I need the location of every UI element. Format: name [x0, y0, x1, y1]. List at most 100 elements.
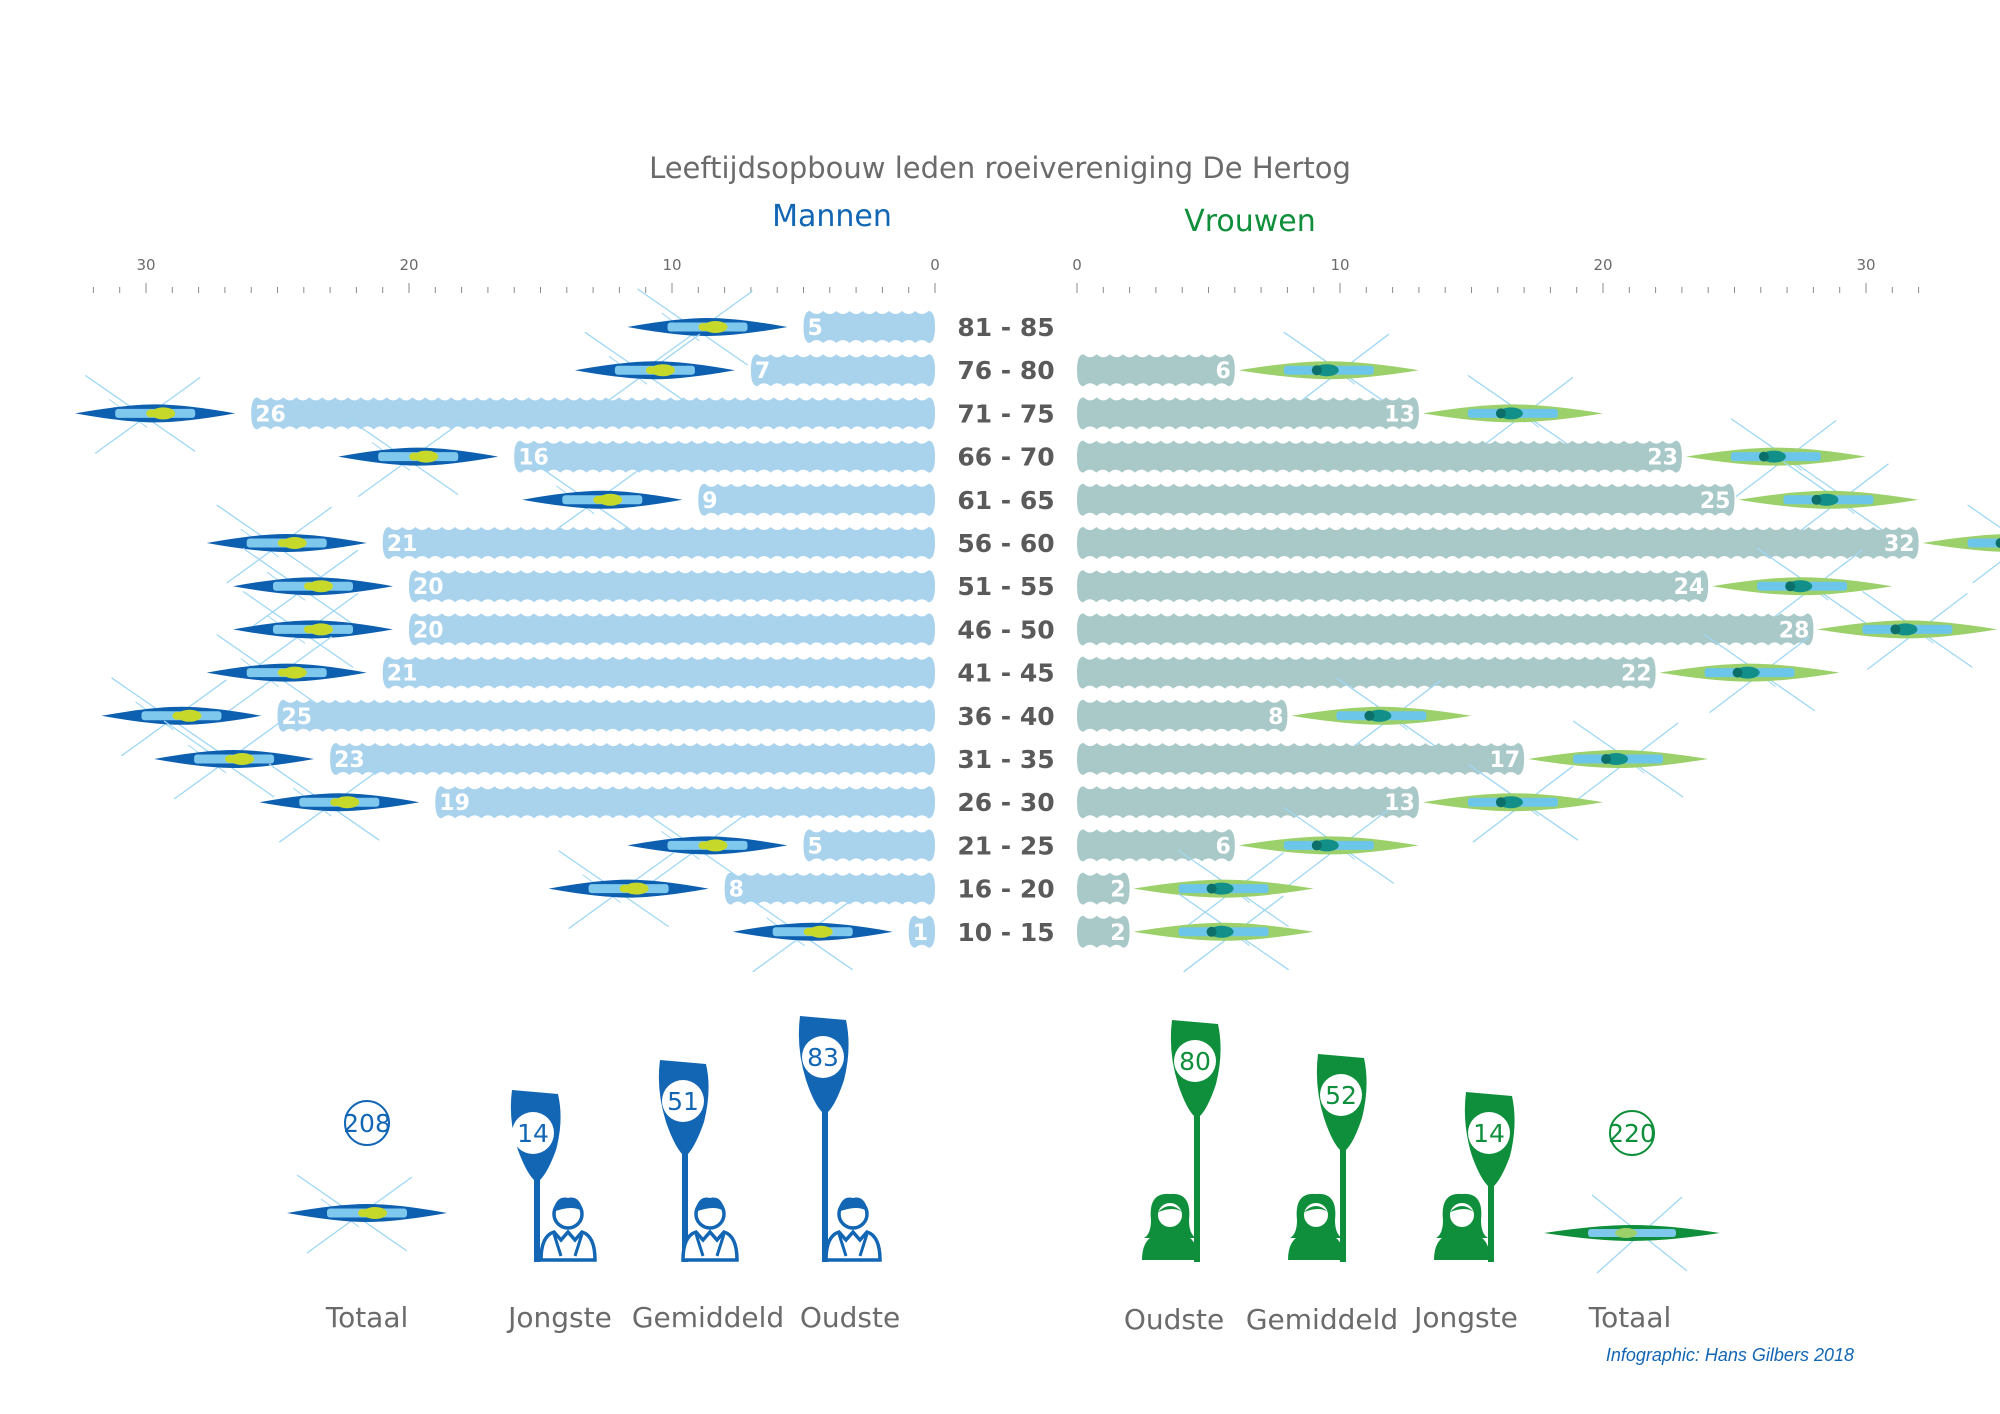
women-boat-icon [1290, 677, 1473, 757]
men-average-group: 51 Gemiddeld [632, 1060, 784, 1334]
men-header: Mannen [772, 199, 892, 234]
men-youngest-label: Jongste [506, 1301, 612, 1334]
men-bar-value: 19 [439, 791, 470, 816]
axis-women: 0 10 20 30 [1072, 256, 1920, 293]
women-youngest-person-icon [1434, 1193, 1490, 1260]
women-youngest-label: Jongste [1412, 1301, 1518, 1334]
women-bar-value: 22 [1621, 662, 1652, 687]
men-bar [409, 613, 935, 646]
women-oldest-group: 80 Oudste [1124, 1020, 1224, 1336]
age-group-label: 46 - 50 [957, 615, 1054, 644]
men-oldest-oar-icon [798, 1016, 849, 1262]
chart-title: Leeftijdsopbouw leden roeivereniging De … [649, 151, 1351, 185]
axis-men-tick-label: 10 [662, 256, 681, 274]
men-bar-value: 20 [413, 575, 444, 600]
axis-men-tick-label: 30 [136, 256, 155, 274]
women-total-boat-icon [1544, 1194, 1720, 1274]
women-bar-value: 24 [1674, 575, 1705, 600]
men-bar-value: 21 [387, 662, 418, 687]
men-average-label: Gemiddeld [632, 1301, 784, 1334]
women-boat-icon [1132, 893, 1315, 973]
men-bar-value: 23 [334, 748, 365, 773]
women-boat-icon [1816, 590, 1999, 671]
axis-women-tick-label: 0 [1072, 256, 1082, 274]
women-boat-icon [1132, 849, 1315, 930]
women-boat-icon [1527, 720, 1709, 800]
men-bar-value: 21 [387, 532, 418, 557]
men-bar-value: 1 [913, 921, 928, 946]
men-total-badge [344, 1100, 390, 1146]
men-oldest-group: 83 Oudste [798, 1016, 900, 1334]
women-total-group: 220 Totaal [1544, 1110, 1720, 1334]
women-bar [1077, 786, 1419, 819]
axis-women-tick-label: 30 [1856, 256, 1875, 274]
men-bar-value: 5 [808, 316, 823, 341]
men-boat-icon [232, 590, 394, 671]
men-bar [382, 527, 935, 559]
men-youngest-person-icon [539, 1195, 597, 1262]
women-bar [1077, 527, 1919, 559]
women-bar [1077, 570, 1709, 603]
women-bar [1077, 872, 1130, 905]
men-bar [514, 440, 935, 473]
age-group-label: 81 - 85 [957, 313, 1054, 342]
women-bar-value: 23 [1647, 446, 1678, 471]
men-oldest-value: 83 [807, 1043, 839, 1072]
men-bar-value: 25 [282, 705, 313, 730]
women-oldest-label: Oudste [1124, 1303, 1224, 1336]
men-bar [698, 483, 935, 516]
axis-women-tick-label: 10 [1330, 256, 1349, 274]
women-boat-icon [1238, 806, 1420, 887]
women-bar-value: 2 [1110, 878, 1125, 903]
age-group-label: 26 - 30 [957, 788, 1054, 817]
women-bar [1077, 743, 1525, 775]
women-boat-icon [1685, 417, 1867, 498]
women-boat-icon [1422, 374, 1604, 455]
men-bar [803, 829, 935, 862]
men-youngest-value: 14 [517, 1119, 549, 1148]
women-bar [1077, 829, 1235, 862]
men-bar-value: 8 [729, 878, 744, 903]
women-bar [1077, 656, 1656, 689]
men-bar [724, 872, 935, 905]
women-boat-icon [1921, 504, 2000, 584]
men-boat-icon [153, 720, 315, 800]
women-total-value: 220 [1608, 1119, 1656, 1148]
men-average-person-icon [681, 1195, 739, 1262]
age-group-label: 10 - 15 [957, 918, 1054, 947]
women-bar-value: 25 [1700, 489, 1731, 514]
men-bar [409, 570, 935, 603]
age-group-label: 71 - 75 [957, 399, 1054, 428]
axis-women-tick-label: 20 [1593, 256, 1612, 274]
women-bar [1077, 699, 1288, 732]
men-bar [382, 656, 935, 689]
men-boat-icon [232, 547, 394, 627]
women-bar-value: 6 [1215, 834, 1230, 859]
men-total-value: 208 [343, 1109, 391, 1138]
women-oldest-oar-icon [1170, 1020, 1221, 1262]
women-bar-value: 13 [1384, 402, 1415, 427]
women-bar-value: 17 [1489, 748, 1520, 773]
men-boat-icon [258, 763, 420, 843]
women-boat-icon [1658, 633, 1841, 714]
men-boat-icon [337, 417, 499, 498]
men-boat-icon [574, 331, 736, 411]
women-total-label: Totaal [1588, 1301, 1672, 1334]
women-bar-value: 8 [1268, 705, 1283, 730]
age-group-label: 51 - 55 [957, 572, 1054, 601]
women-oldest-person-icon [1142, 1193, 1198, 1260]
axis-men-tick-label: 0 [930, 256, 940, 274]
women-bar [1077, 440, 1682, 473]
age-group-label: 61 - 65 [957, 486, 1054, 515]
women-bar-value: 13 [1384, 791, 1415, 816]
men-oldest-person-icon [824, 1195, 882, 1262]
credit-text: Infographic: Hans Gilbers 2018 [1606, 1345, 1854, 1365]
women-bar [1077, 354, 1235, 387]
women-average-label: Gemiddeld [1246, 1303, 1398, 1336]
women-bar [1077, 483, 1735, 516]
men-bar [330, 743, 936, 775]
women-average-person-icon [1288, 1193, 1344, 1260]
men-boat-icon [206, 633, 368, 714]
